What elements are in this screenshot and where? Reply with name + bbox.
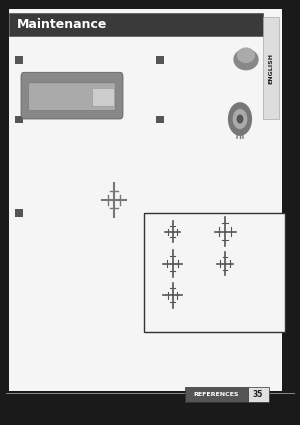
- FancyBboxPatch shape: [144, 212, 285, 332]
- FancyBboxPatch shape: [184, 387, 248, 402]
- FancyBboxPatch shape: [9, 8, 282, 391]
- FancyBboxPatch shape: [262, 17, 279, 119]
- Circle shape: [237, 115, 243, 123]
- Polygon shape: [238, 48, 254, 62]
- FancyBboxPatch shape: [28, 83, 116, 110]
- Text: 35: 35: [253, 390, 263, 399]
- Bar: [156, 56, 164, 64]
- FancyBboxPatch shape: [248, 387, 268, 402]
- Polygon shape: [234, 49, 258, 70]
- Bar: [15, 56, 22, 64]
- Circle shape: [229, 103, 251, 135]
- Bar: [156, 116, 164, 123]
- Text: Maintenance: Maintenance: [16, 18, 107, 31]
- Text: ENGLISH: ENGLISH: [268, 53, 273, 83]
- Bar: [15, 116, 22, 123]
- Circle shape: [233, 110, 247, 128]
- FancyBboxPatch shape: [9, 13, 262, 36]
- Bar: [15, 209, 22, 217]
- FancyBboxPatch shape: [92, 88, 115, 106]
- FancyBboxPatch shape: [21, 72, 123, 119]
- Text: REFERENCES: REFERENCES: [193, 392, 239, 397]
